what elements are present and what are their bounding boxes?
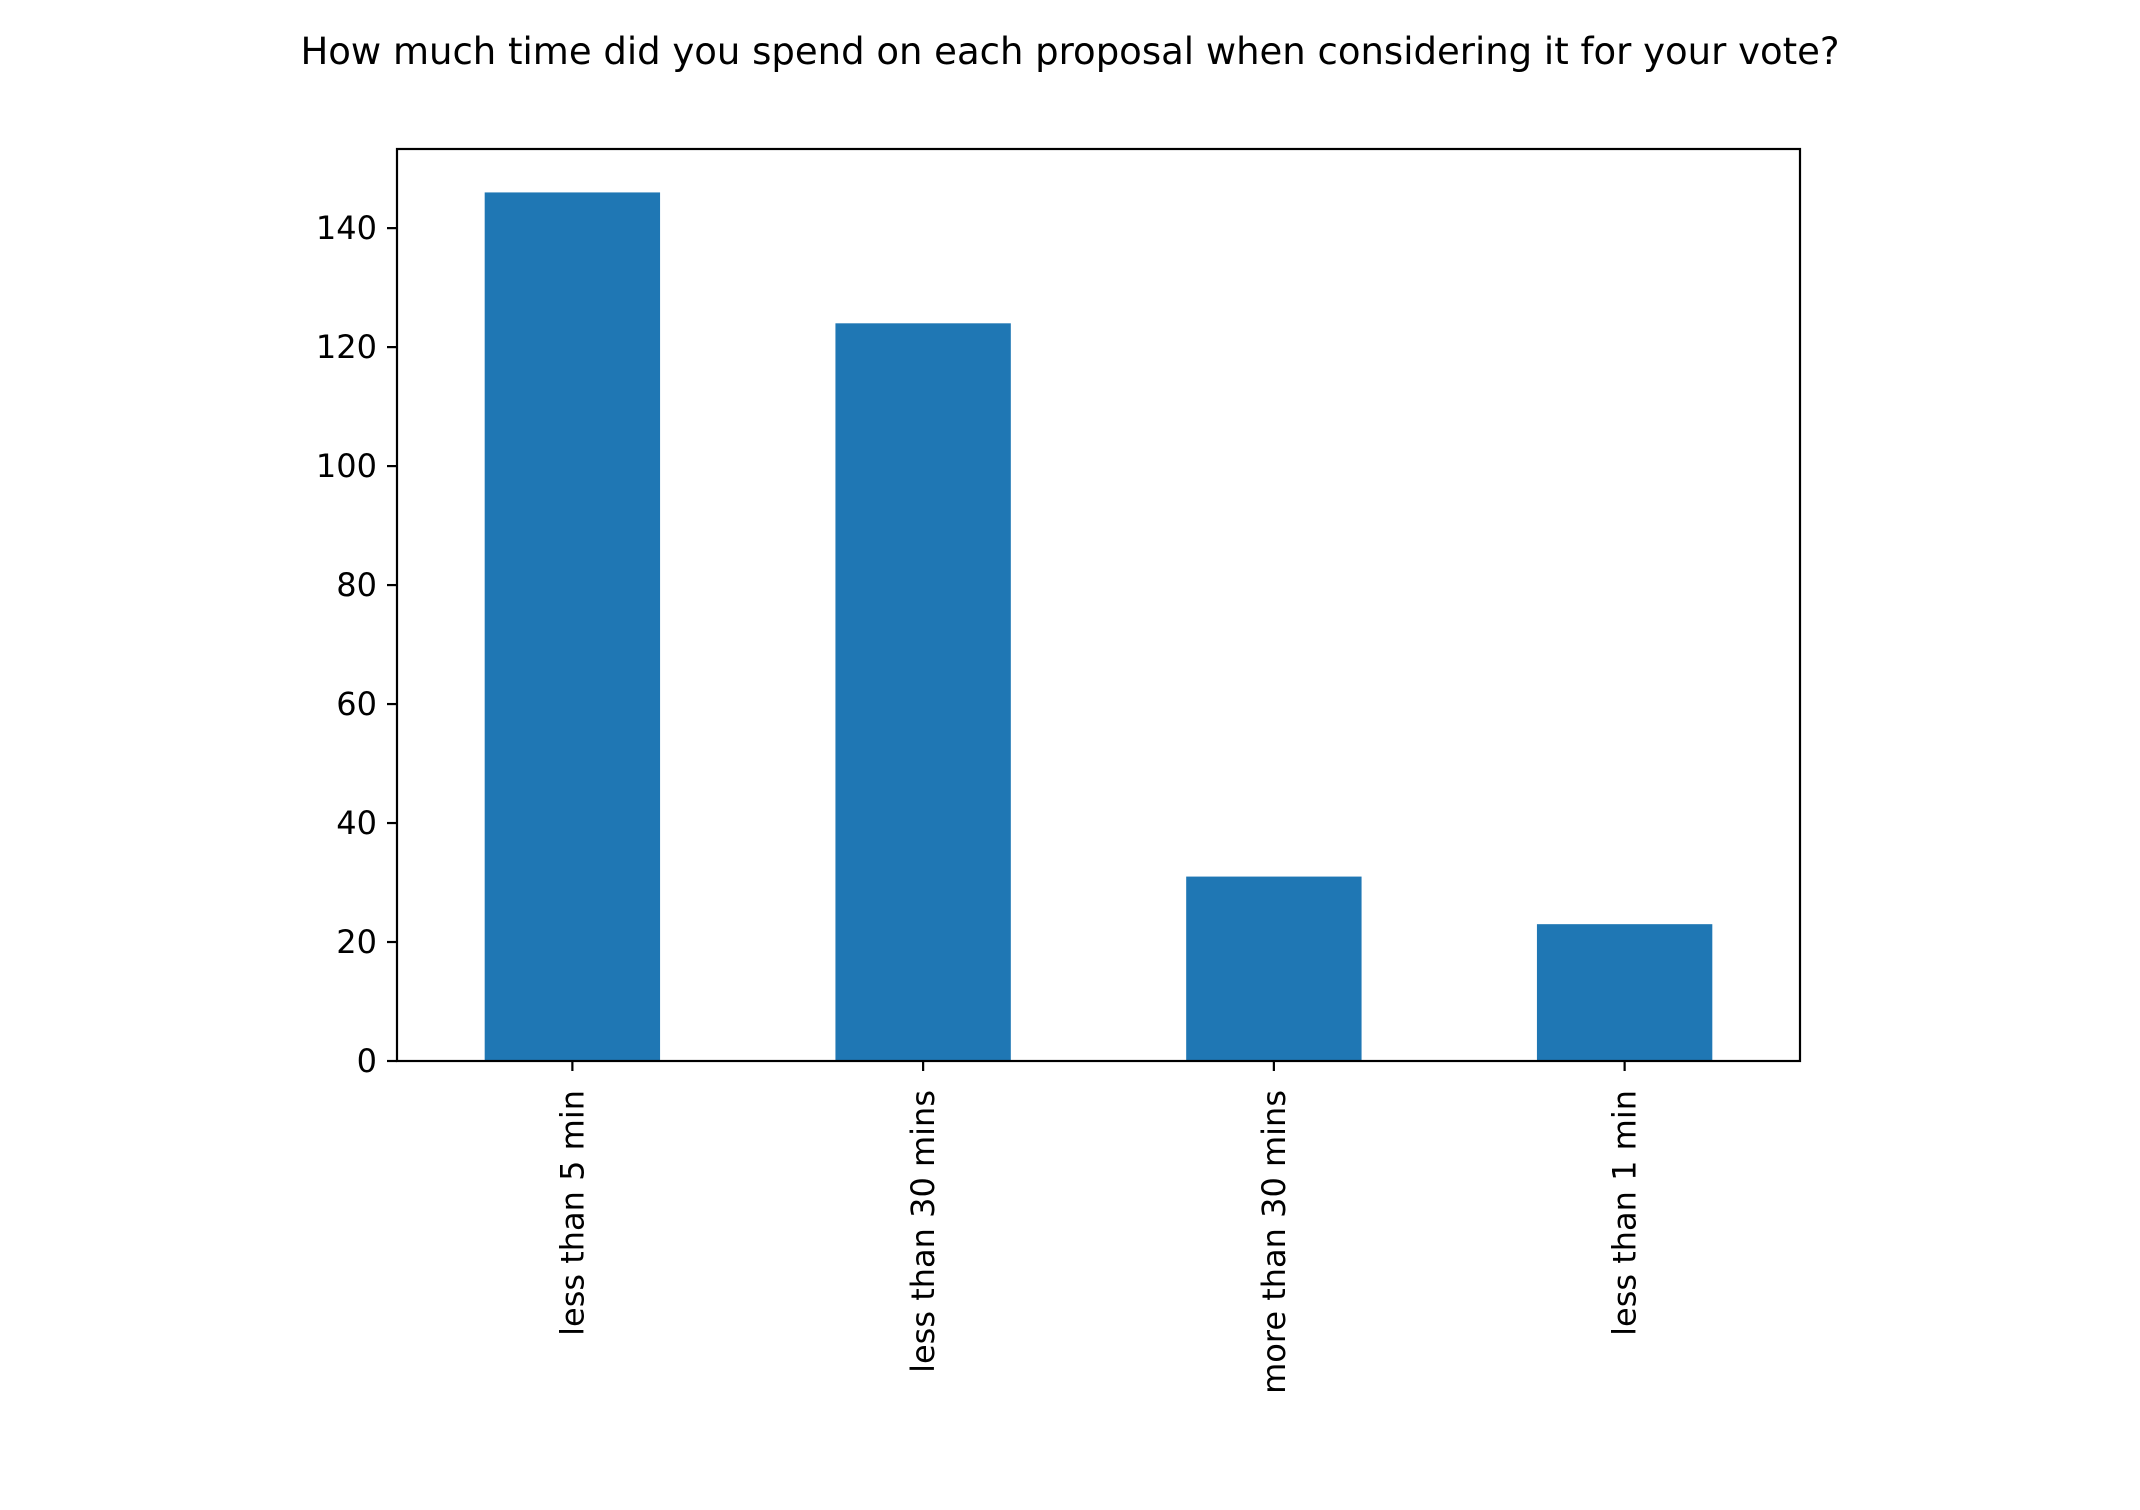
y-axis: 0 20 40 60 80 100 120 140 — [316, 209, 397, 1080]
x-tick-label-0: less than 5 min — [553, 1090, 591, 1336]
bar-2 — [1186, 876, 1362, 1061]
plot-frame — [395, 147, 1802, 1063]
y-tick-label-2: 40 — [336, 804, 377, 842]
x-tick-label-1: less than 30 mins — [904, 1090, 942, 1373]
y-tick-label-1: 20 — [336, 923, 377, 961]
y-tick-label-6: 120 — [316, 328, 377, 366]
y-tick-label-7: 140 — [316, 209, 377, 247]
x-axis: less than 5 min less than 30 mins more tha… — [553, 1061, 1644, 1394]
bar-0 — [484, 192, 661, 1061]
x-tick-label-2: more than 30 mins — [1255, 1090, 1293, 1394]
y-tick-label-3: 60 — [336, 685, 377, 723]
chart-title: How much time did you spend on each prop… — [300, 30, 1839, 73]
y-tick-label-5: 100 — [316, 447, 377, 485]
y-tick-label-4: 80 — [336, 566, 377, 604]
bar-1 — [835, 323, 1011, 1061]
y-tick-label-0: 0 — [357, 1042, 377, 1080]
x-tick-label-3: less than 1 min — [1606, 1090, 1644, 1336]
bars-layer — [484, 192, 1713, 1061]
bar-3 — [1536, 924, 1713, 1061]
